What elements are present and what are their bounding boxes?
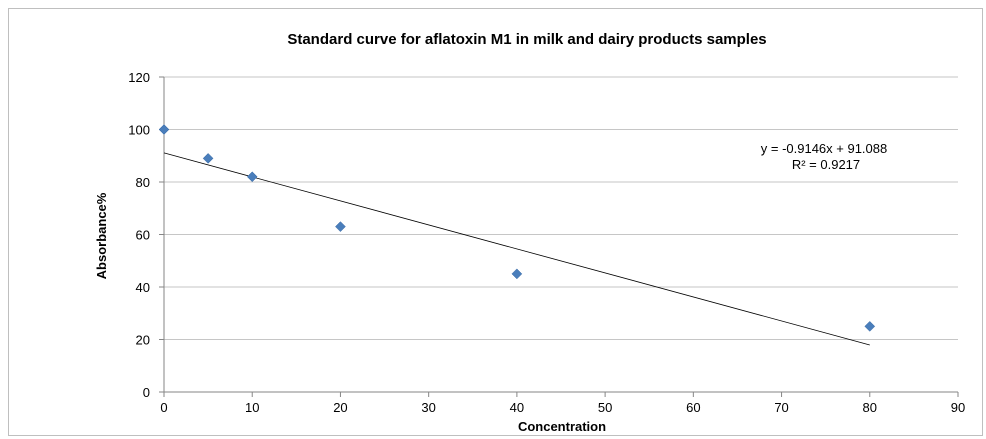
trendline-layer [163, 152, 870, 346]
x-axis-label: Concentration [518, 419, 606, 434]
y-tick-label: 120 [128, 70, 150, 85]
trendline-r-squared: R² = 0.9217 [792, 157, 860, 172]
data-point-marker [335, 221, 346, 232]
data-point-marker [202, 153, 214, 164]
x-tick-label: 0 [160, 400, 167, 415]
axes: 0 20 40 60 80 100 120 0 10 20 30 40 50 60 70 80 90 [128, 70, 965, 415]
data-point-marker [864, 321, 876, 332]
x-tick-label: 40 [510, 400, 524, 415]
y-tick-label: 40 [136, 280, 150, 295]
y-axis-label: Absorbance% [94, 192, 109, 279]
x-tick-label: 80 [863, 400, 877, 415]
gridlines [164, 76, 958, 340]
x-tick-label: 90 [951, 400, 965, 415]
y-tick-label: 20 [136, 333, 150, 348]
x-tick-label: 10 [245, 400, 259, 415]
trendline [163, 152, 870, 346]
data-point-marker [158, 124, 170, 135]
chart-frame [8, 8, 983, 436]
x-tick-label: 20 [333, 400, 347, 415]
x-tick-label: 50 [598, 400, 612, 415]
x-tick-label: 70 [774, 400, 788, 415]
data-point-marker [246, 171, 258, 183]
data-points [158, 124, 876, 332]
y-tick-label: 100 [128, 123, 150, 138]
y-tick-label: 80 [136, 175, 150, 190]
trendline-equation: y = -0.9146x + 91.088 [761, 141, 887, 156]
chart-title: Standard curve for aflatoxin M1 in milk … [287, 31, 766, 48]
x-tick-label: 60 [686, 400, 700, 415]
data-point-marker [511, 268, 523, 280]
y-tick-label: 60 [136, 228, 150, 243]
y-tick-label: 0 [143, 385, 150, 400]
x-tick-label: 30 [421, 400, 435, 415]
